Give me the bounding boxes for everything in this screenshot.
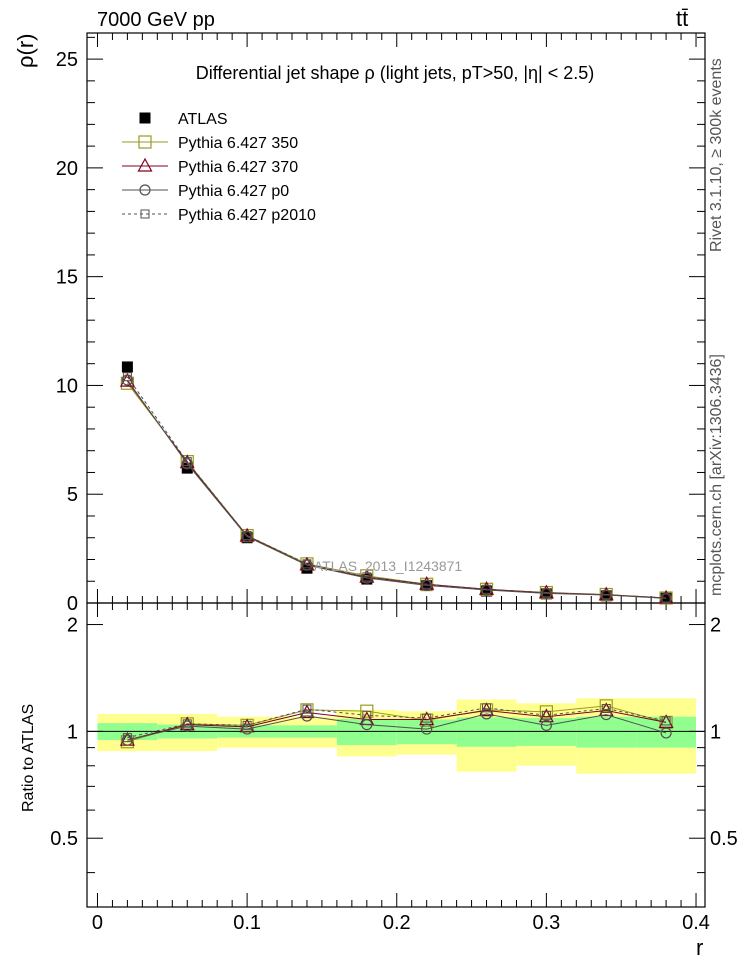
series-point-3: [362, 572, 372, 582]
ratio-inner-band: [456, 717, 517, 747]
ratio-point-0: [539, 705, 553, 719]
series-point-3: [601, 590, 611, 600]
legend-label-2: Pythia 6.427 p0: [178, 183, 289, 200]
atlas-data-point: [121, 361, 133, 373]
main-y-axis-label: ρ(r): [13, 33, 38, 69]
ratio-point-3: [302, 704, 312, 714]
ratio-point-2: [660, 727, 672, 739]
series-point-2: [181, 458, 193, 470]
ratio-point-2: [181, 720, 193, 732]
ratio-tick-label-right: 1: [710, 721, 721, 743]
ratio-inner-band: [576, 716, 637, 748]
ratio-point-2: [301, 710, 313, 722]
header-right: tt̄: [676, 6, 689, 31]
legend-marker-atlas: [139, 112, 151, 124]
legend-label-3: Pythia 6.427 p2010: [178, 207, 316, 224]
y-tick-label: 25: [56, 49, 78, 71]
ratio-point-3: [541, 710, 551, 720]
ratio-point-3: [362, 710, 372, 720]
analysis-watermark: ATLAS_2013_I1243871: [314, 558, 463, 574]
series-point-1: [359, 568, 375, 583]
x-tick-label: 0.1: [233, 912, 261, 934]
series-point-3: [242, 531, 252, 541]
atlas-data-point: [600, 590, 612, 602]
series-point-3: [122, 372, 132, 382]
ratio-point-0: [599, 699, 613, 713]
series-point-3: [482, 584, 492, 594]
legend-marker-0: [138, 135, 152, 149]
series-point-3: [422, 579, 432, 589]
ratio-point-2: [480, 708, 493, 720]
ratio-point-2: [121, 734, 134, 746]
ratio-inner-band: [336, 718, 397, 746]
mcplots-label: mcplots.cern.ch [arXiv:1306.3436]: [708, 354, 725, 596]
x-tick-label: 0.3: [532, 912, 560, 934]
series-line-3: [126, 376, 667, 599]
series-point-1: [479, 581, 495, 595]
y-tick-label: 15: [56, 267, 78, 289]
ratio-point-3: [182, 719, 192, 729]
ratio-inner-band: [636, 716, 697, 748]
y-tick-label: 10: [56, 375, 78, 397]
ratio-frame: [86, 602, 706, 908]
atlas-data-point: [481, 585, 493, 597]
series-point-1: [119, 372, 135, 387]
ratio-point-3: [242, 720, 252, 730]
y-tick-label: 5: [67, 484, 78, 506]
ratio-line-2: [127, 713, 667, 741]
ratio-y-axis-label: Ratio to ATLAS: [20, 703, 37, 812]
ratio-point-3: [482, 703, 492, 713]
series-point-1: [419, 576, 435, 590]
ratio-tick-label-right: 2: [710, 615, 721, 637]
ratio-point-2: [241, 723, 253, 735]
y-tick-label: 0: [67, 593, 78, 615]
ratio-line-1: [127, 710, 667, 741]
ratio-tick-label-left: 1: [67, 721, 78, 743]
rivet-label: Rivet 3.1.10, ≥ 300k events: [708, 58, 725, 252]
atlas-data-point: [361, 573, 373, 585]
x-axis-label: r: [696, 935, 704, 960]
legend-marker-1: [137, 157, 153, 172]
legend-label-atlas: ATLAS: [178, 111, 228, 128]
ratio-point-2: [421, 723, 433, 735]
series-point-3: [541, 588, 551, 598]
ratio-tick-label-right: 0.5: [710, 828, 738, 850]
ratio-point-0: [120, 735, 135, 749]
series-point-2: [660, 592, 672, 605]
ratio-point-3: [122, 733, 132, 743]
ratio-point-2: [600, 708, 612, 721]
series-point-1: [239, 527, 255, 542]
legend-marker-2: [139, 184, 151, 196]
legend-label-0: Pythia 6.427 350: [178, 135, 298, 152]
ratio-point-2: [540, 719, 552, 731]
ratio-tick-label-left: 0.5: [50, 828, 78, 850]
ratio-tick-label-left: 2: [67, 615, 78, 637]
ratio-point-0: [360, 704, 374, 718]
atlas-data-point: [241, 532, 253, 544]
series-point-3: [182, 457, 192, 467]
y-tick-label: 20: [56, 158, 78, 180]
header-left: 7000 GeV pp: [97, 9, 215, 31]
chart-title: Differential jet shape ρ (light jets, pT…: [196, 63, 594, 83]
x-tick-label: 0: [92, 912, 103, 934]
ratio-point-3: [422, 713, 432, 723]
x-tick-label: 0.4: [682, 912, 710, 934]
ratio-point-3: [661, 716, 671, 726]
x-tick-label: 0.2: [383, 912, 411, 934]
ratio-point-3: [601, 704, 611, 714]
ratio-inner-band: [516, 718, 577, 746]
ratio-line-3: [127, 707, 667, 739]
series-point-3: [302, 559, 312, 569]
legend-label-1: Pythia 6.427 370: [178, 159, 298, 176]
series-point-2: [121, 374, 134, 386]
series-point-1: [538, 584, 554, 599]
legend-marker-3: [140, 209, 150, 219]
ratio-point-1: [179, 716, 195, 731]
ratio-point-1: [538, 708, 554, 723]
series-point-1: [179, 454, 195, 469]
series-point-3: [661, 593, 671, 603]
